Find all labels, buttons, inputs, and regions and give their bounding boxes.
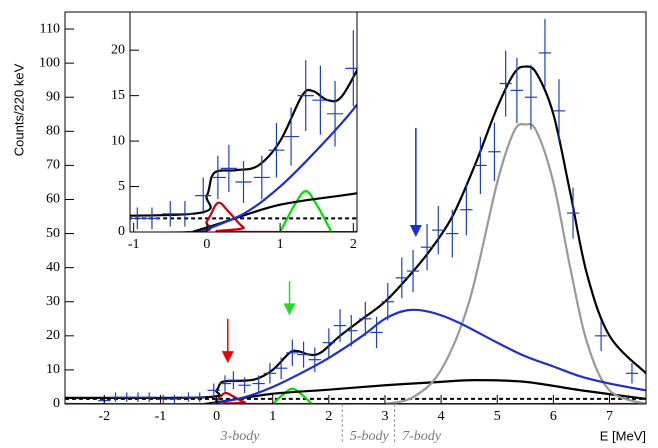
x-tick-label: 0 [203,237,210,252]
threshold-label: 7-body [402,429,442,444]
x-tick-label: 3 [381,409,388,424]
x-tick-label: 6 [550,409,557,424]
fit-curve [205,379,646,404]
y-tick-label: 30 [46,294,60,309]
x-tick-label: 4 [438,409,445,424]
threshold-label: 3-body [220,429,261,444]
y-tick-label: 10 [46,362,60,377]
y-tick-label: 0 [53,396,60,411]
x-tick-label: 1 [269,409,276,424]
x-axis-title: E [MeV] [600,428,646,443]
y-tick-label: 20 [46,328,60,343]
y-axis-title: Counts/220 keV [11,63,26,156]
y-tick-label: 90 [46,89,60,104]
y-tick-label: 70 [46,158,60,173]
y-tick-label: 40 [46,260,60,275]
x-tick-label: 2 [350,237,357,252]
x-tick-label: -1 [155,409,167,424]
x-tick-label: 7 [606,409,613,424]
fit-curve [271,387,313,404]
fit-curve [384,123,646,404]
fit-curve [191,192,357,232]
x-tick-label: 1 [277,237,284,252]
x-tick-label: 5 [494,409,501,424]
y-tick-label: 110 [40,21,60,36]
y-tick-label: 80 [46,124,60,139]
arrow-head [221,351,234,364]
y-tick-label: 60 [46,192,60,207]
y-tick-label: 0 [118,224,125,239]
x-tick-label: -1 [128,237,140,252]
y-tick-label: 50 [46,226,60,241]
x-tick-label: -2 [98,409,110,424]
y-tick-label: 15 [111,88,125,103]
y-tick-label: 10 [111,133,125,148]
fit-curve [279,189,333,232]
y-tick-label: 20 [111,42,125,57]
y-tick-label: 5 [118,179,125,194]
threshold-label: 5-body [350,429,390,444]
y-tick-label: 100 [39,55,60,70]
fit-curve [210,308,646,404]
fit-curve [130,67,357,217]
x-tick-label: 2 [325,409,332,424]
x-tick-label: 0 [213,409,220,424]
plot-frame [129,11,358,233]
arrow-head [283,303,296,316]
arrow-head [409,224,422,237]
fit-curve [199,102,357,232]
